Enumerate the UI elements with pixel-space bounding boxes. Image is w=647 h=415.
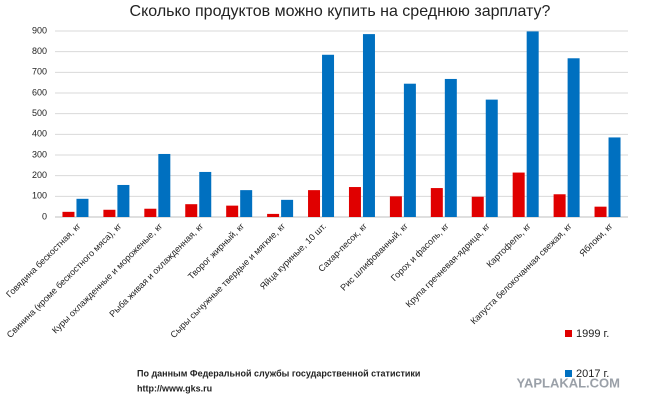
bar <box>76 198 89 217</box>
bar <box>144 208 157 217</box>
bar <box>567 58 580 217</box>
legend-label: 2017 г. <box>576 368 609 380</box>
bar <box>403 83 416 217</box>
bar <box>594 206 607 217</box>
y-tick-label: 200 <box>32 170 47 180</box>
bar <box>281 199 294 217</box>
x-tick-label: Крупа гречневая-ядрица, кг <box>404 221 493 310</box>
chart-title: Сколько продуктов можно купить на средню… <box>130 3 551 20</box>
bar <box>485 99 498 217</box>
bar <box>430 188 443 217</box>
y-tick-label: 500 <box>32 108 47 118</box>
x-tick-label: Яблоки, кг <box>577 221 615 259</box>
bar <box>158 153 171 217</box>
bar <box>512 172 525 217</box>
legend-label: 1999 г. <box>576 328 609 340</box>
bar <box>389 196 402 217</box>
y-tick-label: 400 <box>32 129 47 139</box>
y-tick-label: 300 <box>32 149 47 159</box>
bar <box>362 34 375 217</box>
bar <box>308 190 321 217</box>
y-tick-label: 800 <box>32 46 47 56</box>
x-tick-label: Рис шлифованный, кг <box>338 221 410 293</box>
bar <box>553 194 566 217</box>
bar <box>526 31 539 218</box>
y-tick-label: 100 <box>32 191 47 201</box>
bar <box>199 171 212 217</box>
bar <box>103 209 116 217</box>
bar <box>226 205 239 217</box>
y-tick-label: 600 <box>32 87 47 97</box>
watermark: YAPLAKAL.COM <box>516 375 620 390</box>
bar <box>185 204 198 217</box>
y-tick-label: 0 <box>42 211 47 221</box>
legend-swatch <box>565 330 572 337</box>
y-tick-label: 700 <box>32 67 47 77</box>
bar <box>444 78 457 218</box>
legend-swatch <box>565 370 572 377</box>
bar <box>348 187 361 217</box>
bar <box>62 211 75 217</box>
source-text: По данным Федеральной службы государстве… <box>137 368 420 378</box>
bar <box>608 137 621 217</box>
bar <box>117 184 130 217</box>
x-tick-label: Говядина бескостная, кг <box>4 221 83 300</box>
bar <box>267 213 280 217</box>
bar <box>240 190 253 217</box>
bar <box>322 54 335 218</box>
y-tick-label: 900 <box>32 25 47 35</box>
bar <box>471 196 484 217</box>
source-url: http://www.gks.ru <box>137 383 212 393</box>
